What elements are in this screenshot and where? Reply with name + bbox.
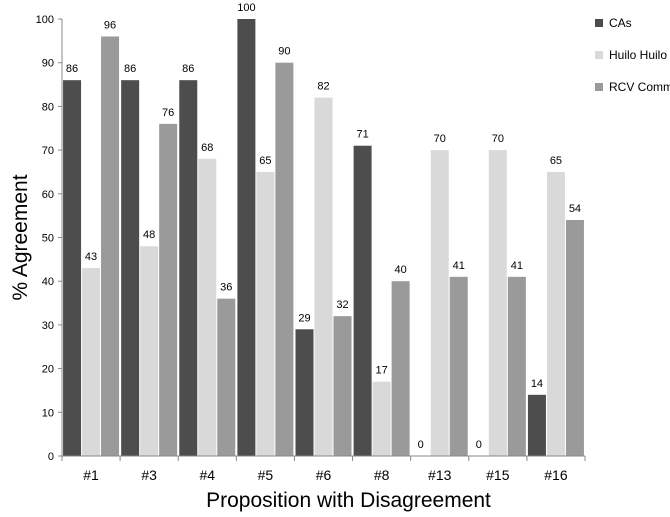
bar: [391, 281, 410, 456]
y-axis-title: % Agreement: [9, 174, 32, 300]
data-label: 40: [394, 264, 406, 276]
data-label: 100: [237, 2, 255, 14]
bar: [295, 329, 314, 456]
y-tick-label: 30: [42, 320, 54, 332]
y-tick-label: 40: [42, 276, 54, 288]
bar: [256, 171, 275, 456]
bar: [140, 246, 159, 456]
bar: [198, 158, 217, 456]
x-tick-label: #8: [374, 467, 390, 483]
bar: [314, 97, 333, 456]
data-label: 70: [434, 133, 446, 145]
data-label: 41: [511, 260, 523, 272]
legend-swatch: [595, 51, 603, 59]
legend-swatch: [595, 83, 603, 91]
data-label: 0: [476, 439, 482, 451]
data-label: 65: [550, 155, 562, 167]
x-tick-label: #4: [199, 467, 215, 483]
bar: [275, 62, 294, 456]
bar: [333, 316, 352, 456]
legend-label: CAs: [609, 16, 632, 30]
data-label: 14: [531, 378, 543, 390]
data-label: 82: [317, 81, 329, 93]
legend-label: Huilo Huilo Comms: [609, 48, 670, 62]
y-tick-label: 60: [42, 189, 54, 201]
bar: [101, 36, 120, 456]
x-tick-label: #15: [486, 467, 510, 483]
data-label: 86: [124, 63, 136, 75]
bar: [82, 268, 101, 456]
bar: [372, 381, 391, 456]
y-tick-label: 10: [42, 407, 54, 419]
x-tick-label: #16: [544, 467, 568, 483]
bar: [488, 150, 507, 456]
data-label: 70: [492, 133, 504, 145]
y-tick-label: 100: [36, 14, 54, 26]
bar: [507, 276, 526, 456]
bar: [179, 80, 198, 457]
y-tick-label: 70: [42, 145, 54, 157]
data-label: 65: [259, 155, 271, 167]
legend: CAs Huilo Huilo Comms RCV Comms: [595, 16, 670, 94]
data-label: 71: [356, 129, 368, 141]
bar: [546, 171, 565, 456]
data-label: 90: [278, 46, 290, 58]
legend-label: RCV Comms: [609, 80, 670, 94]
y-tick-label: 80: [42, 101, 54, 113]
data-label: 29: [298, 312, 310, 324]
bar: [565, 220, 584, 456]
y-tick-label: 20: [42, 364, 54, 376]
y-tick-label: 50: [42, 233, 54, 245]
x-tick-label: #6: [316, 467, 332, 483]
y-axis-ticks: 0 10 20 30 40 50 60 70 80 90 100: [36, 14, 62, 463]
bar: [121, 80, 140, 457]
x-tick-label: #3: [141, 467, 157, 483]
data-label: 68: [201, 142, 213, 154]
x-axis-ticks: #1 #3 #4 #5 #6 #8 #13 #15 #16: [61, 456, 586, 483]
y-tick-label: 0: [48, 451, 54, 463]
data-label: 54: [569, 203, 581, 215]
bar: [237, 19, 256, 456]
bar: [449, 276, 468, 456]
bar: [217, 298, 236, 456]
data-label: 36: [220, 282, 232, 294]
data-label: 43: [85, 251, 97, 263]
data-label: 32: [336, 299, 348, 311]
bar: [430, 150, 449, 456]
data-label: 48: [143, 229, 155, 241]
x-tick-label: #5: [258, 467, 274, 483]
data-label: 17: [375, 365, 387, 377]
data-label: 86: [182, 63, 194, 75]
bar: [353, 145, 372, 457]
bar: [527, 394, 546, 456]
bars-layer: [63, 19, 584, 457]
bar: [63, 80, 82, 457]
data-label: 96: [104, 19, 116, 31]
x-tick-label: #1: [83, 467, 99, 483]
y-tick-label: 90: [42, 58, 54, 70]
data-label: 41: [453, 260, 465, 272]
data-label: 76: [162, 107, 174, 119]
bar: [159, 123, 178, 456]
data-label: 0: [418, 439, 424, 451]
x-tick-label: #13: [428, 467, 452, 483]
x-axis-title: Proposition with Disagreement: [206, 489, 491, 512]
data-label: 86: [66, 63, 78, 75]
data-labels-layer: 86 43 96 86 48 76 86 68 36 100 65 90 29 82 32 71 17 40 0 70…: [66, 2, 581, 451]
legend-swatch: [595, 19, 603, 27]
